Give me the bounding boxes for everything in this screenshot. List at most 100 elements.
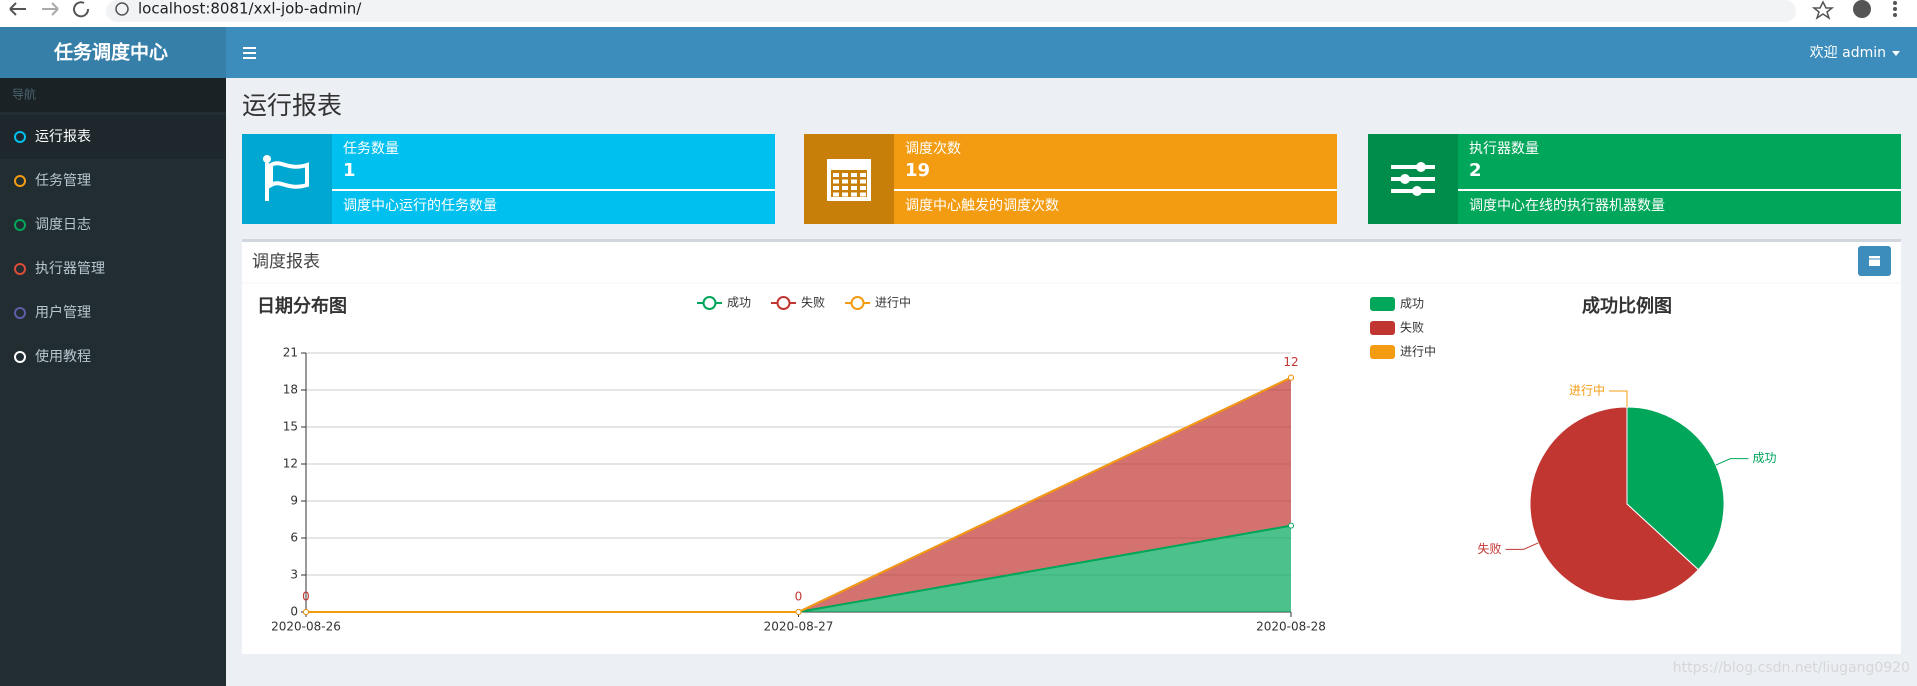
nav-icon	[14, 307, 26, 319]
slider-knob	[1412, 186, 1422, 196]
calendar-cell	[860, 192, 866, 197]
info-box-value: 2	[1469, 160, 1482, 181]
calendar-cell	[842, 186, 848, 190]
calendar-cell	[860, 179, 866, 184]
caret	[1892, 51, 1900, 56]
legend-marker	[776, 296, 791, 310]
nav-icon	[14, 263, 26, 275]
nav-icon	[14, 219, 26, 231]
top-header	[226, 27, 1917, 78]
nav-item[interactable]: 使用教程	[35, 348, 91, 365]
calendar-cell	[851, 173, 857, 177]
legend-swatch	[1370, 297, 1395, 311]
y-tick-label: 12	[283, 457, 298, 471]
nav-section: 导航	[12, 87, 36, 102]
info-box-value: 1	[343, 160, 356, 181]
logo-bar	[0, 27, 226, 78]
calendar-cell	[833, 173, 839, 177]
nav-icon	[14, 351, 26, 363]
info-box-value: 19	[905, 160, 930, 181]
legend-label[interactable]: 失败	[1400, 320, 1424, 335]
bookmark-star[interactable]	[1811, 0, 1835, 20]
sidebar-toggle[interactable]	[243, 47, 256, 59]
legend-swatch	[1370, 345, 1395, 359]
y-tick-label: 21	[283, 346, 298, 360]
x-tick-label: 2020-08-27	[764, 620, 834, 634]
nav-item[interactable]: 运行报表	[35, 129, 91, 145]
legend-label[interactable]: 进行中	[1400, 344, 1436, 359]
point	[303, 609, 309, 615]
info-box-title: 执行器数量	[1469, 141, 1539, 157]
data-label: 0	[302, 590, 310, 604]
calendar-cell	[833, 179, 839, 184]
slider-knob	[1416, 162, 1426, 172]
y-tick-label: 6	[290, 531, 298, 545]
flag-icon	[265, 161, 309, 201]
legend-label[interactable]: 进行中	[875, 295, 911, 310]
user-menu[interactable]: 欢迎 admin	[1810, 45, 1886, 61]
back-button[interactable]	[9, 2, 26, 16]
y-tick-label: 18	[283, 383, 298, 397]
info-icon[interactable]	[115, 2, 129, 16]
y-tick-label: 15	[283, 420, 298, 434]
data-label: 12	[1283, 355, 1298, 369]
legend-label[interactable]: 成功	[1400, 297, 1424, 311]
calendar-cell	[833, 192, 839, 197]
calendar-cell	[842, 179, 848, 184]
pie-leader	[1505, 542, 1539, 550]
info-box-title: 任务数量	[343, 141, 399, 157]
nav-item[interactable]: 任务管理	[35, 173, 91, 189]
brand[interactable]: 任务调度中心	[53, 41, 168, 64]
nav-item-active	[0, 115, 226, 159]
y-tick-label: 9	[290, 494, 298, 508]
slider-knob	[1400, 174, 1410, 184]
x-tick-label: 2020-08-26	[271, 620, 341, 634]
legend-label[interactable]: 失败	[801, 295, 825, 310]
calendar-cell	[851, 192, 857, 197]
pie-leader	[1715, 458, 1749, 466]
info-box-icon-bg	[804, 134, 894, 224]
calendar-cell	[833, 186, 839, 190]
info-box-desc: 调度中心触发的调度次数	[905, 198, 1059, 214]
address-field[interactable]	[106, 0, 1796, 22]
pie-slice	[1529, 406, 1700, 602]
calendar-cell	[860, 186, 866, 190]
pie-leader	[1609, 390, 1628, 407]
data-label: 0	[795, 590, 803, 604]
reload-button[interactable]	[73, 1, 90, 18]
legend-swatch	[1370, 321, 1395, 335]
sidebar-header	[0, 78, 226, 112]
chart-title: 成功比例图	[1582, 295, 1672, 317]
legend-marker	[702, 296, 717, 310]
legend-label[interactable]: 成功	[727, 296, 751, 310]
forward-button[interactable]	[42, 2, 59, 16]
calendar-cell	[842, 173, 848, 177]
info-box-icon-bg	[242, 134, 332, 224]
y-tick-label: 0	[290, 605, 298, 619]
chart-title: 日期分布图	[257, 295, 347, 317]
area	[306, 377, 1291, 612]
point	[1288, 522, 1294, 529]
watermark: https://blog.csdn.net/liugang0920	[1673, 660, 1910, 676]
pie-label: 进行中	[1569, 383, 1605, 398]
nav-item[interactable]: 用户管理	[35, 304, 91, 321]
calendar-icon-top	[829, 161, 869, 170]
sidebar	[0, 78, 226, 686]
flag-icon-dot	[263, 155, 271, 163]
pie-label: 成功	[1752, 451, 1776, 465]
nav-icon	[14, 131, 26, 143]
nav-item[interactable]: 调度日志	[35, 217, 91, 233]
legend-marker	[850, 296, 865, 310]
nav-item[interactable]: 执行器管理	[35, 261, 105, 277]
nav-icon	[14, 175, 26, 187]
calendar-icon	[1869, 256, 1880, 266]
profile-icon[interactable]	[1853, 0, 1871, 18]
menu-dots[interactable]	[1893, 1, 1897, 17]
pie-label: 失败	[1478, 541, 1502, 556]
calendar-cell	[851, 186, 857, 190]
area	[306, 525, 1291, 612]
calendar-cell	[860, 173, 866, 177]
y-tick-label: 3	[290, 568, 298, 582]
